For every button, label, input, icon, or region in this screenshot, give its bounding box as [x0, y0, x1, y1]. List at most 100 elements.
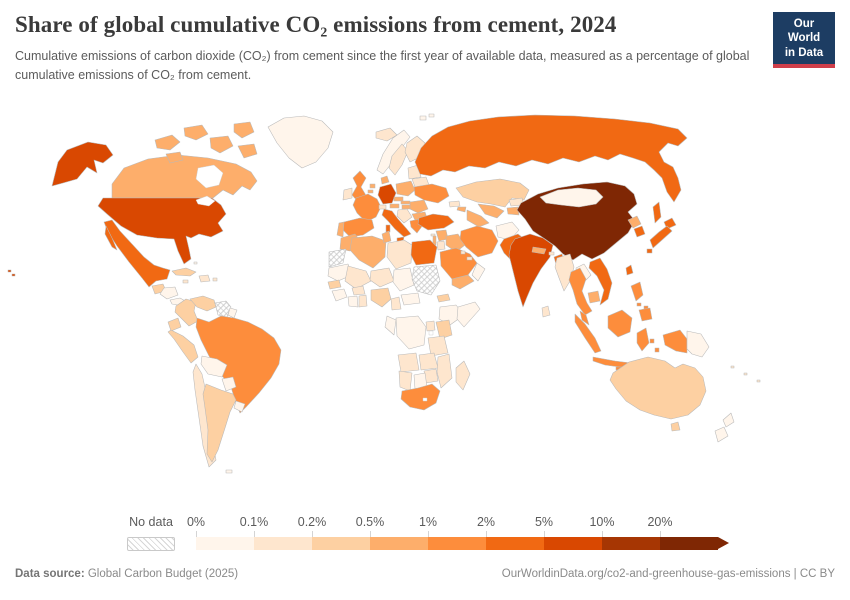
country-angola[interactable]: [397, 352, 420, 373]
country-senegal[interactable]: [327, 279, 342, 290]
country-pacific-islands[interactable]: [756, 379, 761, 383]
country-new-zealand[interactable]: [722, 412, 735, 428]
country-argentina[interactable]: [202, 383, 237, 463]
country-somalia[interactable]: [456, 301, 481, 328]
country-ghana[interactable]: [358, 294, 368, 308]
country-madagascar[interactable]: [455, 360, 471, 391]
country-turkmenistan[interactable]: [466, 209, 490, 228]
country-cuba[interactable]: [171, 267, 197, 277]
country-hispaniola[interactable]: [198, 274, 211, 283]
country-gulf-states[interactable]: [466, 256, 473, 261]
country-canada-islands[interactable]: [183, 124, 209, 141]
country-canada[interactable]: [111, 154, 258, 199]
legend-bin[interactable]: [660, 537, 718, 550]
country-mongolia[interactable]: [539, 187, 604, 208]
country-sudan[interactable]: [411, 264, 441, 296]
country-balkans[interactable]: [396, 208, 413, 224]
legend-bin[interactable]: [254, 537, 312, 550]
country-canada-islands[interactable]: [209, 135, 234, 154]
country-tunisia[interactable]: [381, 230, 392, 244]
country-poland[interactable]: [395, 180, 416, 197]
country-taiwan[interactable]: [625, 264, 634, 276]
country-canada-islands[interactable]: [237, 143, 258, 159]
country-myanmar[interactable]: [554, 253, 575, 292]
country-central-america[interactable]: [159, 286, 179, 300]
country-uruguay[interactable]: [233, 400, 246, 413]
country-egypt[interactable]: [410, 239, 438, 266]
country-tajikistan[interactable]: [506, 206, 520, 216]
country-nepal[interactable]: [531, 246, 547, 255]
country-italy[interactable]: [381, 208, 412, 238]
country-peru[interactable]: [167, 329, 199, 364]
country-dr-congo[interactable]: [395, 315, 427, 350]
country-mozambique[interactable]: [436, 353, 453, 389]
country-niger[interactable]: [369, 267, 395, 288]
country-uzbekistan[interactable]: [477, 203, 505, 219]
legend-bin[interactable]: [370, 537, 428, 550]
country-tanzania[interactable]: [427, 335, 449, 357]
legend-bin[interactable]: [428, 537, 486, 550]
country-united-states-hawaii[interactable]: [7, 269, 12, 273]
country-ukraine[interactable]: [413, 183, 450, 204]
country-bhutan[interactable]: [548, 251, 555, 256]
country-iceland[interactable]: [375, 127, 398, 142]
country-gulf-states[interactable]: [460, 250, 466, 255]
credit-link[interactable]: OurWorldinData.org/co2-and-greenhouse-ga…: [501, 568, 835, 580]
country-france[interactable]: [352, 193, 382, 223]
country-mexico[interactable]: [103, 219, 171, 288]
country-south-korea[interactable]: [633, 225, 646, 238]
country-norway[interactable]: [376, 129, 411, 175]
legend-bin[interactable]: [196, 537, 254, 550]
country-guinea[interactable]: [331, 288, 348, 302]
country-cameroon[interactable]: [390, 296, 402, 311]
country-greenland[interactable]: [267, 115, 334, 169]
country-iran[interactable]: [459, 225, 499, 258]
country-sweden[interactable]: [388, 143, 409, 176]
legend-bin[interactable]: [486, 537, 544, 550]
country-japan-kyushu[interactable]: [646, 248, 653, 254]
country-yemen[interactable]: [451, 274, 475, 290]
country-united-states[interactable]: [97, 197, 227, 265]
country-germany[interactable]: [377, 183, 397, 205]
country-puerto-rico[interactable]: [212, 277, 218, 282]
country-united-states-hawaii[interactable]: [11, 273, 16, 277]
country-malaysia[interactable]: [579, 310, 590, 326]
country-indonesia-sumatra[interactable]: [574, 313, 602, 354]
country-georgia[interactable]: [448, 200, 461, 208]
country-indonesia-borneo[interactable]: [607, 309, 633, 338]
country-indonesia-sulawesi[interactable]: [636, 327, 650, 352]
country-united-states-alaska[interactable]: [51, 141, 114, 187]
country-italy-sardinia[interactable]: [385, 224, 391, 233]
country-bahamas[interactable]: [193, 261, 198, 265]
country-indonesia-papua[interactable]: [662, 329, 688, 354]
country-canada-islands[interactable]: [165, 151, 184, 164]
country-ecuador[interactable]: [167, 317, 182, 332]
country-algeria[interactable]: [349, 235, 387, 269]
country-cambodia[interactable]: [587, 290, 601, 304]
country-kenya[interactable]: [435, 319, 453, 340]
legend-bin[interactable]: [544, 537, 602, 550]
country-jamaica[interactable]: [182, 279, 189, 284]
country-ireland[interactable]: [342, 187, 353, 201]
country-eritrea[interactable]: [436, 293, 451, 303]
country-australia[interactable]: [609, 356, 707, 420]
country-french-guiana[interactable]: [227, 307, 238, 319]
country-slovakia[interactable]: [400, 200, 411, 205]
country-south-africa[interactable]: [400, 383, 441, 411]
country-canada-islands[interactable]: [233, 121, 255, 139]
country-libya[interactable]: [386, 239, 413, 270]
country-romania[interactable]: [409, 199, 429, 214]
country-central-african-republic[interactable]: [400, 292, 421, 306]
country-burkina-faso[interactable]: [351, 285, 366, 296]
country-ivory-coast[interactable]: [347, 295, 359, 308]
country-indonesia-moluccas[interactable]: [649, 338, 655, 344]
country-netherlands[interactable]: [369, 183, 376, 189]
legend-bin[interactable]: [602, 537, 660, 550]
country-india[interactable]: [508, 233, 554, 308]
country-jordan[interactable]: [436, 240, 446, 251]
country-philippines-luzon[interactable]: [630, 281, 644, 302]
country-pacific-islands[interactable]: [743, 372, 748, 376]
country-belgium[interactable]: [367, 189, 374, 194]
country-sri-lanka[interactable]: [541, 305, 551, 318]
country-bolivia[interactable]: [200, 355, 228, 378]
